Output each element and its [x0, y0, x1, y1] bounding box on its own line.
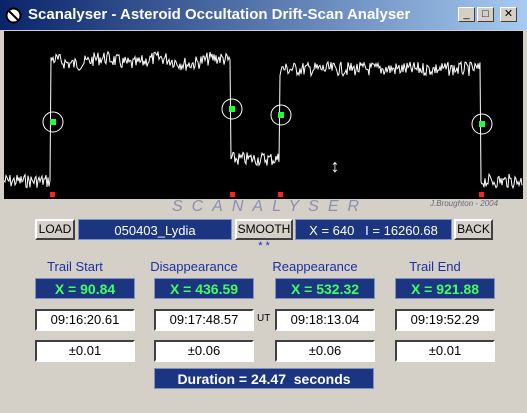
smooth-button[interactable]: SMOOTH	[235, 219, 293, 240]
resize-cursor: ↕	[331, 156, 340, 176]
title-bar: Scanalyser - Asteroid Occultation Drift-…	[0, 0, 527, 30]
column-label: Trail End	[409, 259, 461, 274]
brand: SCANALYSER	[171, 198, 369, 215]
time-field[interactable]: 09:18:13.04	[275, 309, 375, 331]
event-markers	[42, 98, 493, 135]
error-field[interactable]: ±0.01	[35, 340, 135, 362]
minimize-button[interactable]: _	[458, 7, 475, 22]
load-button[interactable]: LOAD	[35, 219, 75, 240]
maximize-button[interactable]: □	[477, 7, 494, 22]
ut-label: UT	[257, 313, 271, 324]
column-label: Disappearance	[150, 259, 238, 274]
x-field: X = 90.84	[35, 278, 135, 299]
error-field[interactable]: ±0.06	[154, 340, 254, 362]
scan-plot[interactable]: ↕	[4, 31, 523, 199]
time-field[interactable]: 09:17:48.57	[154, 309, 254, 331]
duration-field: Duration = 24.47 seconds	[154, 368, 374, 389]
x-field: X = 532.32	[275, 278, 375, 299]
close-button[interactable]: ✕	[500, 7, 517, 22]
column-label: Trail Start	[47, 259, 103, 274]
credit: J.Broughton - 2004	[430, 199, 499, 208]
time-field[interactable]: 09:19:52.29	[395, 309, 495, 331]
cursor-field: X = 640 I = 16260.68	[295, 219, 452, 240]
column-label: Reappearance	[272, 259, 358, 274]
time-field[interactable]: 09:16:20.61	[35, 309, 135, 331]
light-curve	[4, 50, 523, 190]
file-field: 050403_Lydia	[78, 219, 232, 240]
app-icon	[5, 7, 22, 24]
smooth-indicator: * *	[258, 240, 270, 252]
back-button[interactable]: BACK	[454, 219, 493, 240]
error-field[interactable]: ±0.01	[395, 340, 495, 362]
x-field: X = 921.88	[395, 278, 495, 299]
x-field: X = 436.59	[154, 278, 254, 299]
error-field[interactable]: ±0.06	[275, 340, 375, 362]
